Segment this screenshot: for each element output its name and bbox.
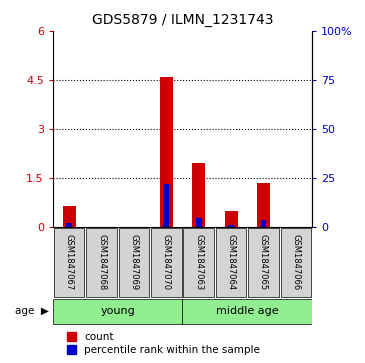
FancyBboxPatch shape <box>53 299 182 324</box>
Bar <box>66 223 72 227</box>
Bar <box>160 77 173 227</box>
FancyBboxPatch shape <box>119 228 149 297</box>
Bar <box>192 163 205 227</box>
FancyBboxPatch shape <box>86 228 117 297</box>
FancyBboxPatch shape <box>281 228 311 297</box>
Text: GSM1847068: GSM1847068 <box>97 234 106 290</box>
Text: GSM1847065: GSM1847065 <box>259 234 268 290</box>
FancyBboxPatch shape <box>216 228 246 297</box>
FancyBboxPatch shape <box>151 228 181 297</box>
Bar <box>261 220 266 227</box>
FancyBboxPatch shape <box>248 228 279 297</box>
FancyBboxPatch shape <box>184 228 214 297</box>
Title: GDS5879 / ILMN_1231743: GDS5879 / ILMN_1231743 <box>92 13 273 27</box>
Text: age  ▶: age ▶ <box>15 306 49 316</box>
Bar <box>224 211 238 227</box>
FancyBboxPatch shape <box>54 228 84 297</box>
Bar <box>257 183 270 227</box>
Bar <box>63 205 76 227</box>
Bar <box>164 184 169 227</box>
Text: GSM1847063: GSM1847063 <box>194 234 203 290</box>
Text: middle age: middle age <box>216 306 278 316</box>
Text: GSM1847070: GSM1847070 <box>162 234 171 290</box>
FancyBboxPatch shape <box>182 299 312 324</box>
Legend: count, percentile rank within the sample: count, percentile rank within the sample <box>65 330 262 357</box>
Text: GSM1847064: GSM1847064 <box>227 234 235 290</box>
Text: GSM1847067: GSM1847067 <box>65 234 74 290</box>
Text: GSM1847066: GSM1847066 <box>291 234 300 290</box>
Bar <box>196 218 201 227</box>
Text: GSM1847069: GSM1847069 <box>130 234 138 290</box>
Bar <box>228 225 234 227</box>
Text: young: young <box>100 306 135 316</box>
